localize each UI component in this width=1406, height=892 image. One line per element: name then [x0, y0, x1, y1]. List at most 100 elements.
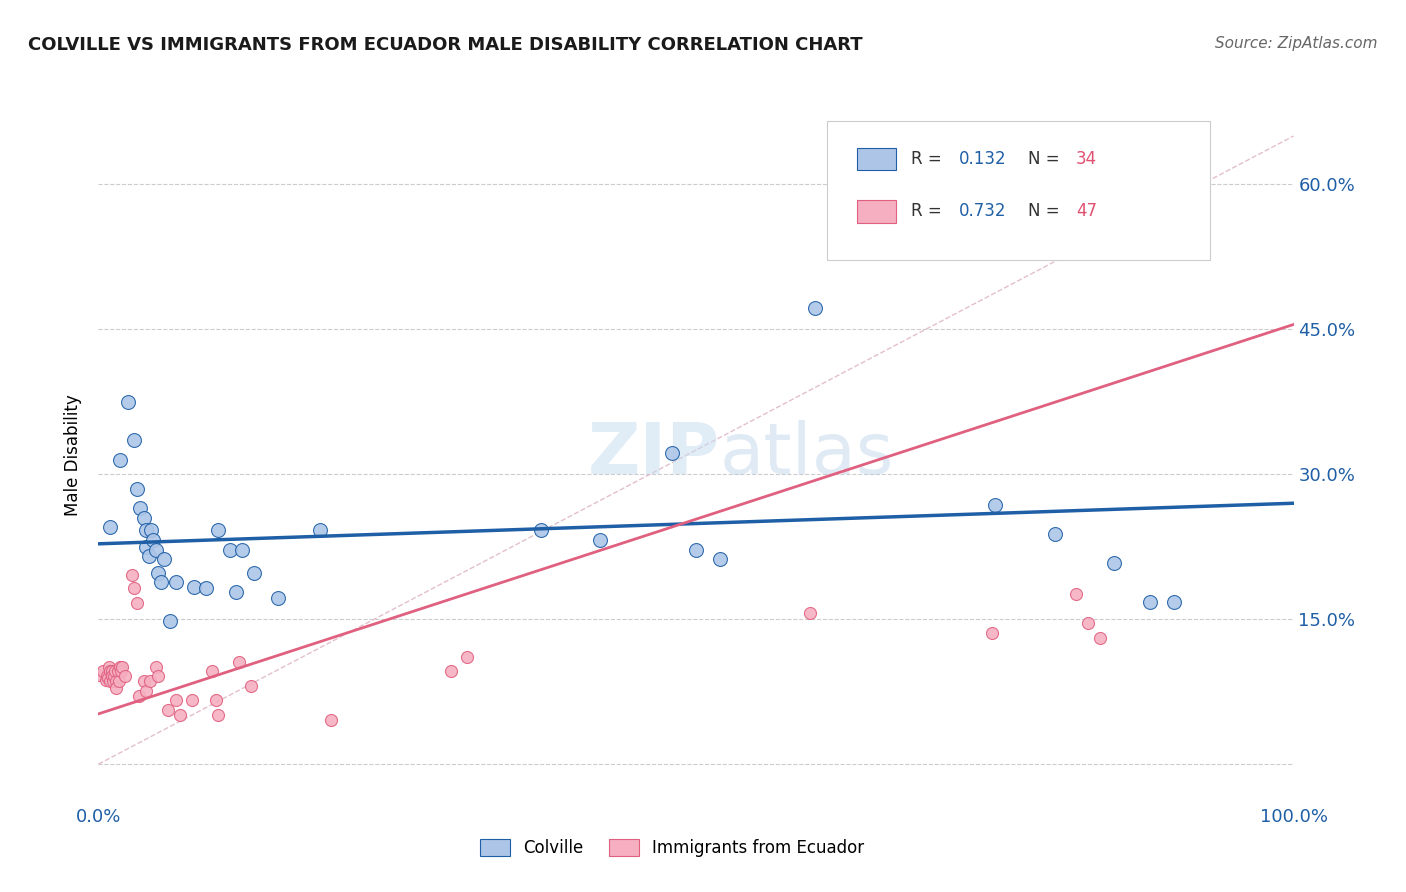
Point: [148, 669, 170, 683]
Point: [101, 674, 124, 689]
Point: [589, 533, 612, 547]
Point: [981, 625, 1004, 640]
Legend: Colville, Immigrants from Ecuador: Colville, Immigrants from Ecuador: [474, 832, 870, 864]
Point: [709, 552, 731, 566]
Point: [97, 671, 120, 685]
Point: [440, 665, 463, 679]
Point: [142, 533, 165, 547]
Point: [98, 520, 122, 534]
Point: [111, 659, 134, 673]
Point: [228, 655, 250, 669]
Point: [799, 607, 821, 621]
Point: [104, 665, 127, 679]
Text: Source: ZipAtlas.com: Source: ZipAtlas.com: [1215, 36, 1378, 51]
Point: [100, 669, 122, 683]
Point: [204, 693, 226, 707]
Point: [139, 674, 162, 689]
Point: [98, 659, 121, 673]
Point: [132, 510, 155, 524]
Y-axis label: Male Disability: Male Disability: [65, 394, 83, 516]
Point: [165, 575, 187, 590]
Point: [128, 689, 150, 703]
Point: [1163, 595, 1185, 609]
Point: [153, 552, 176, 566]
Text: N =: N =: [1028, 150, 1066, 169]
Point: [103, 669, 125, 683]
Point: [456, 649, 478, 664]
Point: [114, 669, 136, 683]
Point: [135, 524, 157, 538]
Point: [183, 580, 205, 594]
Point: [100, 665, 122, 679]
Point: [110, 665, 132, 679]
Text: R =: R =: [911, 150, 948, 169]
Bar: [858, 201, 896, 222]
Point: [156, 703, 179, 717]
Point: [132, 674, 155, 689]
Point: [240, 679, 263, 693]
Text: atlas: atlas: [720, 420, 894, 490]
Point: [138, 549, 160, 564]
Point: [117, 394, 139, 409]
Point: [107, 665, 129, 679]
Point: [169, 707, 191, 722]
Point: [159, 614, 181, 628]
Text: 47: 47: [1076, 202, 1097, 220]
Point: [1043, 527, 1066, 541]
Point: [1088, 631, 1111, 645]
Point: [94, 673, 117, 687]
Point: [98, 674, 122, 689]
Point: [195, 582, 218, 596]
Point: [165, 693, 187, 707]
Point: [308, 524, 330, 538]
Text: 0.132: 0.132: [959, 150, 1007, 169]
Point: [243, 566, 266, 580]
Point: [105, 674, 128, 689]
Text: ZIP: ZIP: [588, 420, 720, 490]
Point: [661, 446, 683, 460]
Point: [201, 665, 224, 679]
Text: R =: R =: [911, 202, 948, 220]
Point: [321, 713, 343, 727]
Point: [145, 659, 167, 673]
Point: [984, 498, 1007, 512]
Text: N =: N =: [1028, 202, 1066, 220]
Point: [148, 566, 170, 580]
Point: [231, 542, 253, 557]
Point: [105, 681, 128, 695]
Point: [225, 585, 247, 599]
FancyBboxPatch shape: [827, 121, 1209, 260]
Point: [180, 693, 202, 707]
Point: [108, 659, 131, 673]
Bar: [858, 148, 896, 170]
Point: [98, 665, 122, 679]
Point: [207, 524, 229, 538]
Point: [267, 591, 290, 605]
Text: 0.732: 0.732: [959, 202, 1007, 220]
Point: [107, 674, 129, 689]
Text: 34: 34: [1076, 150, 1097, 169]
Point: [685, 542, 707, 557]
Point: [124, 434, 146, 448]
Point: [87, 668, 110, 682]
Point: [139, 524, 162, 538]
Point: [91, 665, 114, 679]
Point: [804, 301, 827, 315]
Text: COLVILLE VS IMMIGRANTS FROM ECUADOR MALE DISABILITY CORRELATION CHART: COLVILLE VS IMMIGRANTS FROM ECUADOR MALE…: [28, 36, 863, 54]
Point: [129, 501, 152, 516]
Point: [125, 596, 148, 610]
Point: [145, 542, 167, 557]
Point: [1064, 587, 1087, 601]
Point: [1104, 556, 1126, 570]
Point: [121, 567, 143, 582]
Point: [108, 452, 131, 467]
Point: [125, 482, 148, 496]
Point: [530, 524, 553, 538]
Point: [219, 542, 242, 557]
Point: [1077, 616, 1099, 631]
Point: [149, 575, 172, 590]
Point: [207, 707, 229, 722]
Point: [96, 669, 118, 683]
Point: [1139, 595, 1161, 609]
Point: [124, 582, 146, 596]
